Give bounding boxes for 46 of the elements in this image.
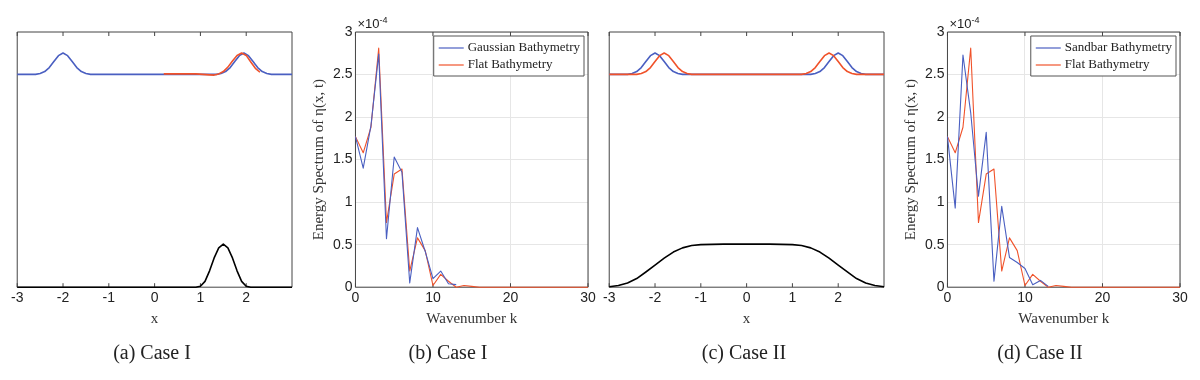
x-axis-title: Wavenumber k [426,309,518,326]
x-tick-label: -1 [694,289,708,306]
legend-label: Sandbar Bathymetry [1064,39,1173,55]
y-tick-label: 0.5 [924,235,945,252]
x-tick-label: 20 [502,289,519,306]
x-tick-label: 20 [1094,289,1111,306]
y-tick-label: 1.5 [332,150,353,167]
x-tick-label: -3 [603,289,616,306]
x-tick-label: 30 [580,289,596,306]
x-tick-label: 1 [788,289,797,306]
x-axis-title: x [150,309,159,326]
y-tick-label: 3 [936,22,945,39]
y-tick-label: 1 [936,192,945,209]
x-tick-label: 2 [834,289,843,306]
x-tick-label: 30 [1172,289,1188,306]
x-tick-label: 0 [742,289,751,306]
x-tick-label: 0 [150,289,159,306]
y-tick-label: 2 [344,107,353,124]
legend-label: Flat Bathymetry [1064,56,1151,72]
y-tick-label: 0.5 [332,235,353,252]
text: (c) Case II [701,341,787,365]
text: (b) Case I [408,341,488,365]
x-tick-label: -1 [102,289,116,306]
y-tick-label: 2.5 [924,65,945,82]
y-tick-label: 0 [344,278,353,295]
y-axis-title: Energy Spectrum of η(x, t) [309,78,327,241]
x-tick-label: 10 [425,289,441,306]
text: (d) Case II [997,341,1083,365]
y-tick-label: 0 [936,278,945,295]
x-tick-label: -2 [56,289,70,306]
x-tick-label: -3 [11,289,24,306]
y-axis-title: Energy Spectrum of η(x, t) [901,78,919,241]
y-tick-label: 2.5 [332,65,353,82]
y-tick-label: 2 [936,107,945,124]
x-tick-label: 10 [1017,289,1033,306]
text: (a) Case I [113,341,191,365]
x-tick-label: -2 [648,289,662,306]
legend-label: Flat Bathymetry [467,56,554,72]
x-tick-label: 2 [242,289,251,306]
y-tick-label: 1.5 [924,150,945,167]
y-tick-label: 1 [344,192,353,209]
x-tick-label: 1 [196,289,205,306]
x-axis-title: Wavenumber k [1018,309,1110,326]
legend-label: Gaussian Bathymetry [467,39,581,55]
y-tick-label: 3 [344,22,353,39]
x-axis-title: x [742,309,751,326]
